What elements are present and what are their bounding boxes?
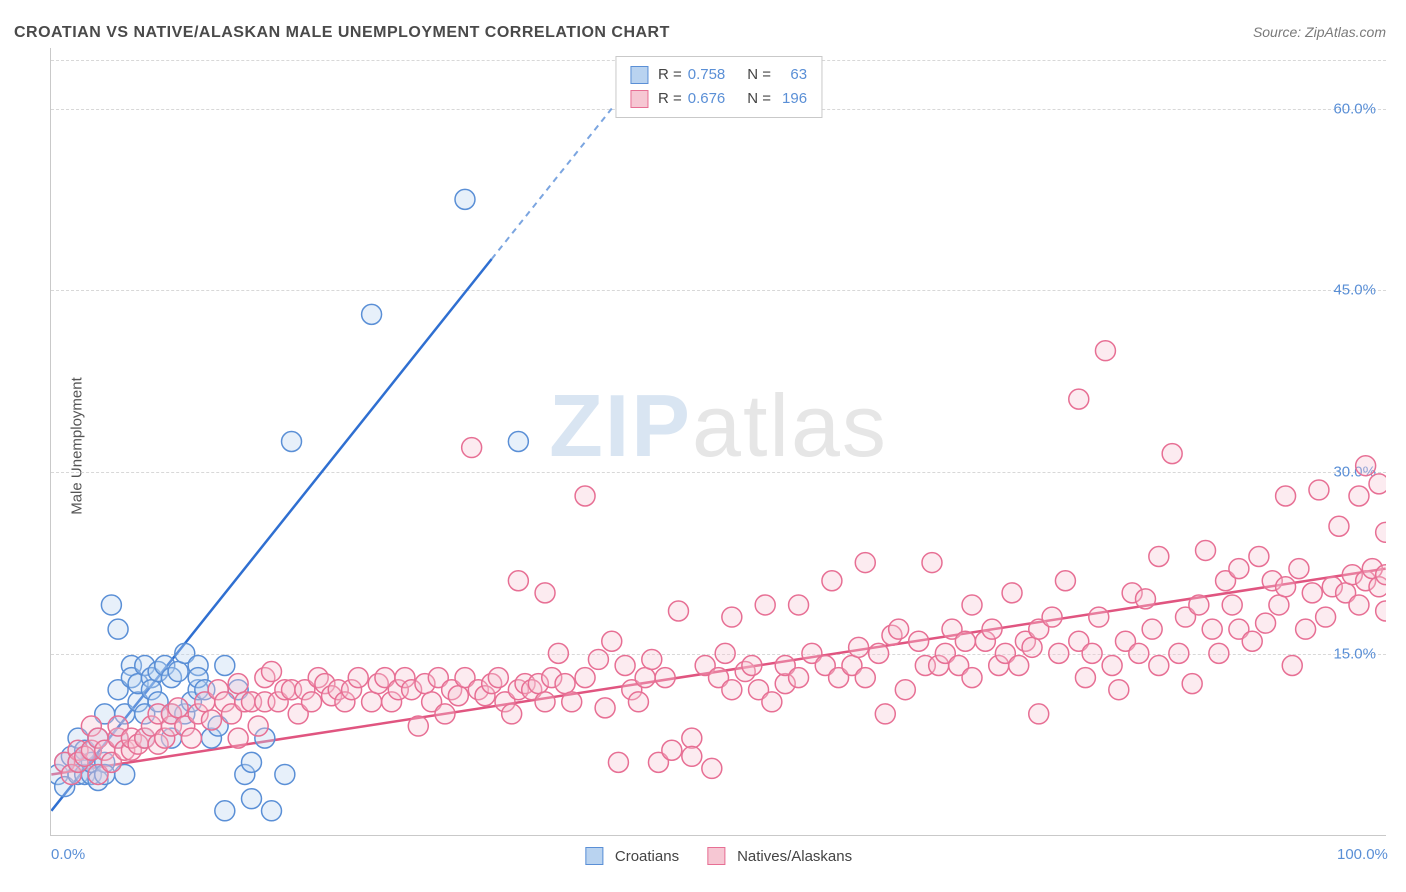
legend-swatch-croatians — [630, 66, 648, 84]
x-legend-croatians: Croatians — [585, 847, 679, 865]
legend-n-label: N = — [747, 87, 771, 111]
chart-title: CROATIAN VS NATIVE/ALASKAN MALE UNEMPLOY… — [14, 24, 670, 42]
legend-r-label: R = — [658, 87, 682, 111]
x-legend-natives: Natives/Alaskans — [707, 847, 852, 865]
legend-r-value: 0.758 — [688, 63, 726, 87]
legend-r-value: 0.676 — [688, 87, 726, 111]
x-axis-legend: Croatians Natives/Alaskans — [585, 847, 852, 865]
scatter-plot-svg — [51, 48, 1386, 835]
legend-n-value: 196 — [777, 87, 807, 111]
legend-r-label: R = — [658, 63, 682, 87]
x-legend-label: Natives/Alaskans — [737, 848, 852, 865]
stats-legend: R = 0.758 N = 63 R = 0.676 N = 196 — [615, 56, 822, 118]
x-tick-label: 0.0% — [51, 846, 85, 863]
plot-area: ZIPatlas R = 0.758 N = 63 R = 0.676 N = … — [50, 48, 1386, 836]
x-legend-swatch-natives — [707, 847, 725, 865]
x-legend-label: Croatians — [615, 848, 679, 865]
x-legend-swatch-croatians — [585, 847, 603, 865]
source-attribution: Source: ZipAtlas.com — [1253, 24, 1386, 40]
legend-n-value: 63 — [777, 63, 807, 87]
legend-swatch-natives — [630, 90, 648, 108]
legend-row-natives: R = 0.676 N = 196 — [630, 87, 807, 111]
x-tick-label: 100.0% — [1337, 846, 1388, 863]
chart-container: CROATIAN VS NATIVE/ALASKAN MALE UNEMPLOY… — [0, 0, 1406, 892]
legend-row-croatians: R = 0.758 N = 63 — [630, 63, 807, 87]
legend-n-label: N = — [747, 63, 771, 87]
